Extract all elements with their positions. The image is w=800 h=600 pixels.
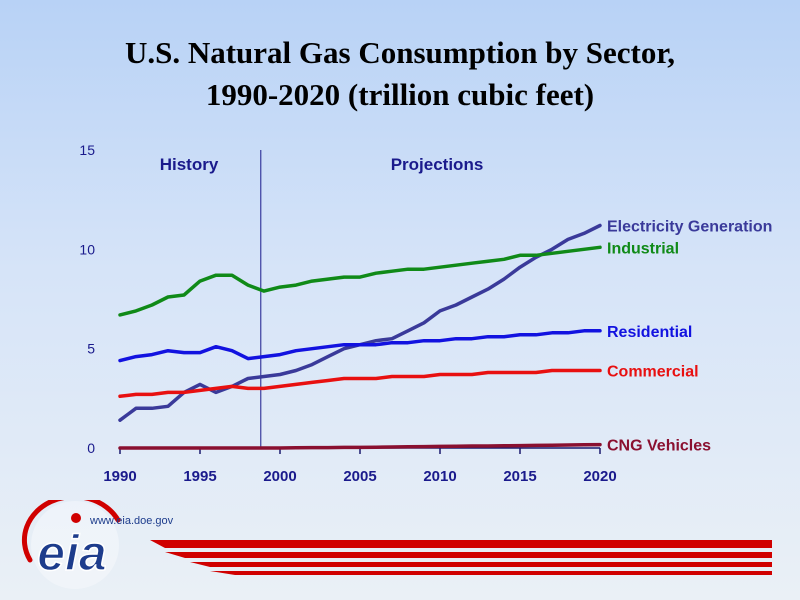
y-tick-label: 15: [79, 142, 95, 158]
footer-banner: eia www.eia.doe.gov: [21, 500, 772, 589]
series-line-commercial: [118, 368, 602, 399]
y-tick-label: 0: [87, 440, 95, 456]
chart-annotations: History Projections: [160, 150, 484, 448]
history-annotation: History: [160, 155, 219, 174]
eia-logo-halo: [31, 501, 119, 589]
series-label-commercial: Commercial: [607, 364, 699, 381]
series-line-cng-vehicles: [118, 442, 602, 450]
series-line-residential: [118, 329, 602, 363]
series-label-electricity-generation: Electricity Generation: [607, 218, 772, 235]
chart-title-line-1: U.S. Natural Gas Consumption by Sector,: [124, 35, 676, 70]
series-line-industrial: [118, 245, 602, 317]
chart-axes: 1990 1995 2000 2005 2010 2015 2020 0 5 10 15: [79, 142, 616, 485]
line-chart: 1990 1995 2000 2005 2010 2015 2020 0 5 10 15 Histo…: [79, 142, 772, 485]
eia-url[interactable]: www.eia.doe.gov: [89, 515, 174, 527]
y-tick-label: 10: [79, 241, 95, 257]
eia-logo-swoosh: [21, 500, 121, 563]
x-tick-label: 2000: [263, 468, 296, 485]
series-label-cng-vehicles: CNG Vehicles: [607, 438, 711, 455]
x-tick-label: 2010: [423, 468, 456, 485]
x-tick-label: 2005: [343, 468, 376, 485]
eia-logo-dot: [71, 513, 81, 523]
series-labels: Electricity Generation Industrial Resident…: [607, 218, 772, 454]
footer-stripes: [150, 540, 772, 575]
x-tick-label: 1995: [183, 468, 216, 485]
chart-title-line-2: 1990-2020 (trillion cubic feet): [205, 77, 595, 112]
x-tick-label: 2015: [503, 468, 536, 485]
projections-annotation: Projections: [391, 155, 484, 174]
series-label-industrial: Industrial: [607, 240, 679, 257]
series-label-residential: Residential: [607, 324, 692, 341]
x-tick-label: 2020: [583, 468, 616, 485]
x-tick-label: 1990: [103, 468, 136, 485]
chart-title: U.S. Natural Gas Consumption by Sector, …: [0, 32, 800, 116]
y-tick-label: 5: [87, 341, 95, 357]
chart-series-lines: [118, 223, 602, 450]
eia-logo-text: eia: [37, 525, 107, 581]
eia-logo[interactable]: eia www.eia.doe.gov: [21, 500, 174, 589]
